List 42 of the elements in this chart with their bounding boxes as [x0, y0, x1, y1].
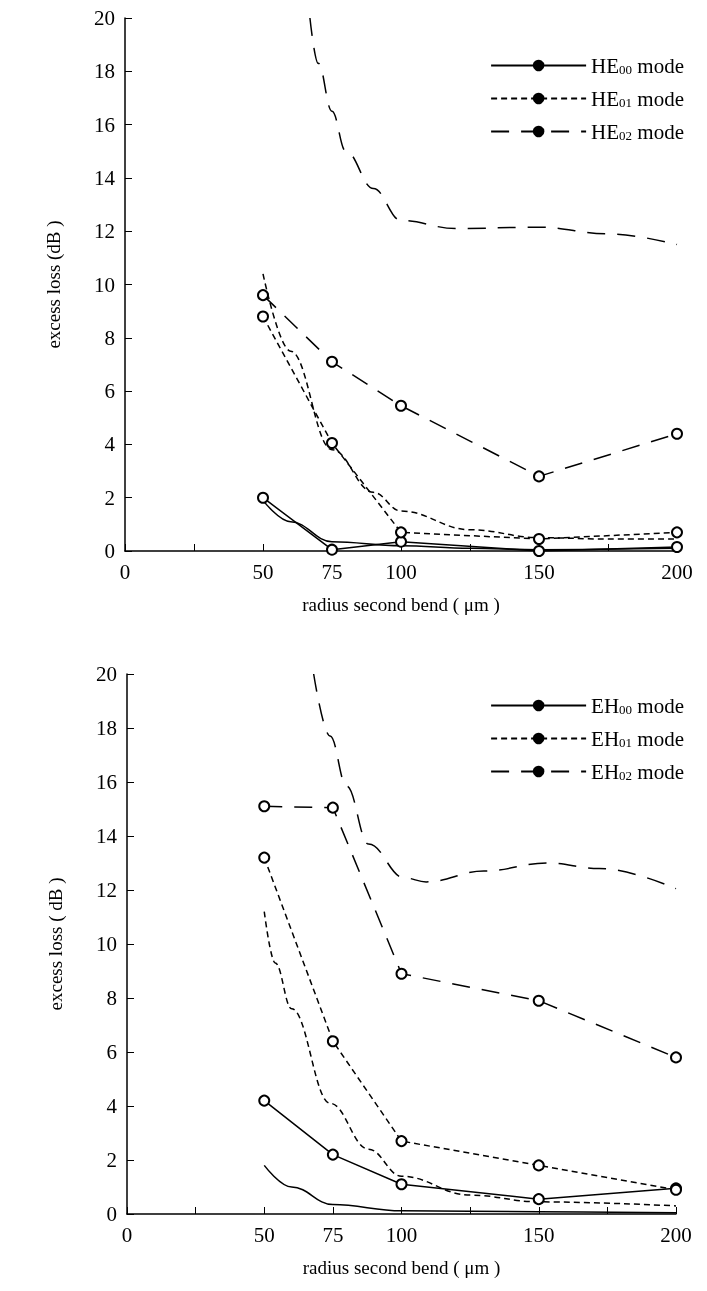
legend-label: HE00 mode	[591, 53, 684, 78]
x-tick-label: 150	[523, 1222, 555, 1247]
x-tick-label: 150	[523, 559, 555, 584]
x-tick-label: 50	[253, 1222, 275, 1247]
y-tick-label: 6	[106, 1040, 117, 1064]
y-tick-label: 18	[96, 716, 117, 740]
y-tick-label: 2	[104, 485, 115, 510]
x-tick-label: 50	[252, 559, 274, 584]
x-tick-label: 200	[661, 559, 693, 584]
y-tick-label: 10	[94, 272, 115, 297]
y-tick-label: 0	[106, 1202, 117, 1226]
x-axis-title: radius second bend ( μm )	[302, 1257, 501, 1279]
y-tick-label: 16	[94, 112, 115, 137]
y-tick-label: 20	[96, 662, 117, 686]
y-tick-label: 14	[94, 165, 116, 190]
y-tick-label: 16	[96, 770, 117, 794]
x-tick-label: 100	[385, 1222, 418, 1247]
y-tick-label: 12	[94, 219, 115, 244]
y-tick-label: 2	[106, 1148, 117, 1172]
x-tick-label: 100	[385, 559, 417, 584]
legend-label: EH02 mode	[591, 759, 684, 784]
y-tick-label: 6	[104, 379, 115, 404]
y-tick-label: 14	[96, 824, 118, 848]
y-tick-label: 20	[94, 6, 115, 30]
legend-label: HE02 mode	[591, 119, 684, 144]
y-tick-label: 18	[94, 59, 115, 84]
legend-label: EH00 mode	[591, 693, 684, 718]
y-tick-label: 0	[104, 539, 115, 563]
y-tick-label: 4	[106, 1094, 118, 1118]
y-tick-label: 8	[106, 986, 117, 1010]
legend-label: HE01 mode	[591, 86, 684, 111]
y-axis-title: excess loss (dB )	[43, 220, 65, 349]
y-tick-label: 4	[104, 432, 116, 457]
x-tick-label: 75	[322, 1222, 344, 1247]
x-tick-label: 75	[321, 559, 343, 584]
x-tick-label: 200	[660, 1222, 692, 1247]
y-tick-label: 10	[96, 932, 117, 956]
y-tick-label: 8	[104, 325, 115, 350]
y-tick-label: 12	[96, 878, 117, 902]
x-axis-title: radius second bend ( μm )	[302, 594, 500, 616]
y-axis-title: excess loss ( dB )	[45, 877, 67, 1011]
legend-label: EH01 mode	[591, 726, 684, 751]
